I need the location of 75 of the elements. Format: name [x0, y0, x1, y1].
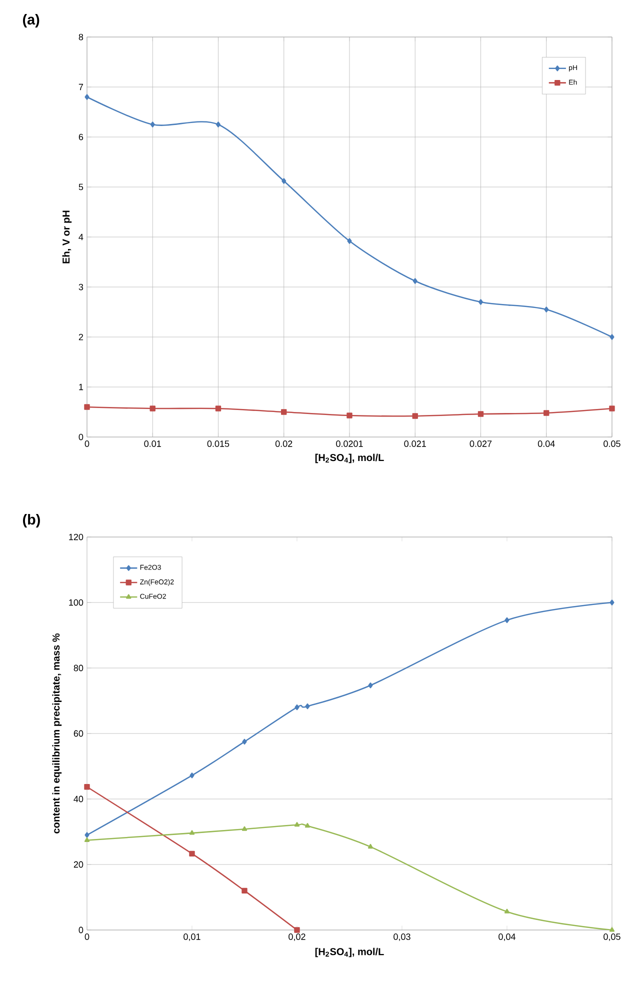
point [478, 411, 484, 417]
point [84, 832, 90, 838]
point [610, 334, 614, 340]
y-tick-label: 0 [78, 434, 84, 440]
point [504, 617, 510, 624]
point [84, 837, 90, 842]
x-tick-label: 0,05 [604, 934, 620, 941]
y-tick-label: 7 [78, 84, 84, 90]
y-tick-label: 8 [78, 34, 84, 40]
y-axis-title: content in equilibrium precipitate, mass % [52, 633, 62, 834]
y-tick-label: 80 [74, 664, 84, 672]
x-tick-label: 0,04 [498, 934, 516, 941]
point [294, 927, 300, 933]
x-tick-label: 0.0201 [336, 440, 363, 447]
y-tick-label: 0 [78, 926, 84, 934]
y-tick-label: 120 [69, 534, 84, 540]
point [609, 406, 615, 412]
point [412, 413, 418, 419]
point [478, 299, 484, 305]
chart-title: (b) [23, 514, 40, 528]
point [189, 850, 195, 857]
y-tick-label: 60 [74, 730, 84, 737]
y-tick-label: 3 [78, 284, 84, 290]
chart-title: (a) [23, 14, 40, 28]
y-tick-label: 1 [79, 384, 84, 390]
point [610, 600, 614, 606]
x-tick-label: 0.04 [538, 440, 555, 447]
point [242, 738, 247, 745]
point [294, 704, 300, 710]
point [190, 772, 194, 778]
y-tick-label: 4 [78, 234, 84, 240]
y-tick-label: 20 [74, 861, 84, 868]
x-tick-label: 0.015 [207, 440, 230, 447]
point [304, 823, 310, 828]
point [504, 908, 510, 914]
x-tick-label: 0.027 [470, 440, 492, 447]
point [150, 122, 155, 128]
x-tick-label: 0,03 [394, 934, 410, 941]
x-axis-title: [H$_{2}$SO$_{4}$], mol/L [315, 454, 384, 464]
point [346, 412, 352, 418]
point [216, 122, 221, 128]
y-tick-label: 2 [78, 334, 84, 340]
x-tick-label: 0,02 [288, 934, 306, 941]
point [544, 306, 549, 312]
point [84, 94, 90, 100]
y-tick-label: 6 [78, 134, 84, 140]
y-tick-label: 40 [74, 796, 84, 802]
point [544, 410, 550, 416]
point [281, 409, 287, 415]
y-axis-title: Eh, V or pH [62, 210, 72, 264]
point [242, 826, 248, 831]
x-tick-label: 0.05 [604, 440, 620, 447]
y-tick-label: 100 [69, 599, 84, 606]
point [294, 822, 300, 827]
x-axis-title: [H$_{2}$SO$_{4}$], mol/L [315, 948, 384, 958]
point [84, 784, 90, 790]
x-tick-label: 0 [84, 440, 90, 447]
x-tick-label: 0.01 [144, 440, 161, 447]
x-tick-label: 0.02 [275, 440, 292, 447]
point [412, 278, 418, 284]
point [368, 682, 373, 688]
x-tick-label: 0 [84, 934, 90, 940]
point [189, 830, 195, 835]
point [347, 238, 352, 244]
point [150, 406, 156, 412]
point [305, 703, 310, 710]
point [215, 406, 222, 412]
point [609, 927, 615, 932]
y-tick-label: 5 [78, 184, 84, 190]
point [84, 404, 90, 410]
point [282, 178, 286, 184]
x-tick-label: 0.021 [404, 440, 426, 447]
x-tick-label: 0,01 [184, 934, 200, 941]
point [368, 844, 374, 849]
point [242, 888, 248, 894]
